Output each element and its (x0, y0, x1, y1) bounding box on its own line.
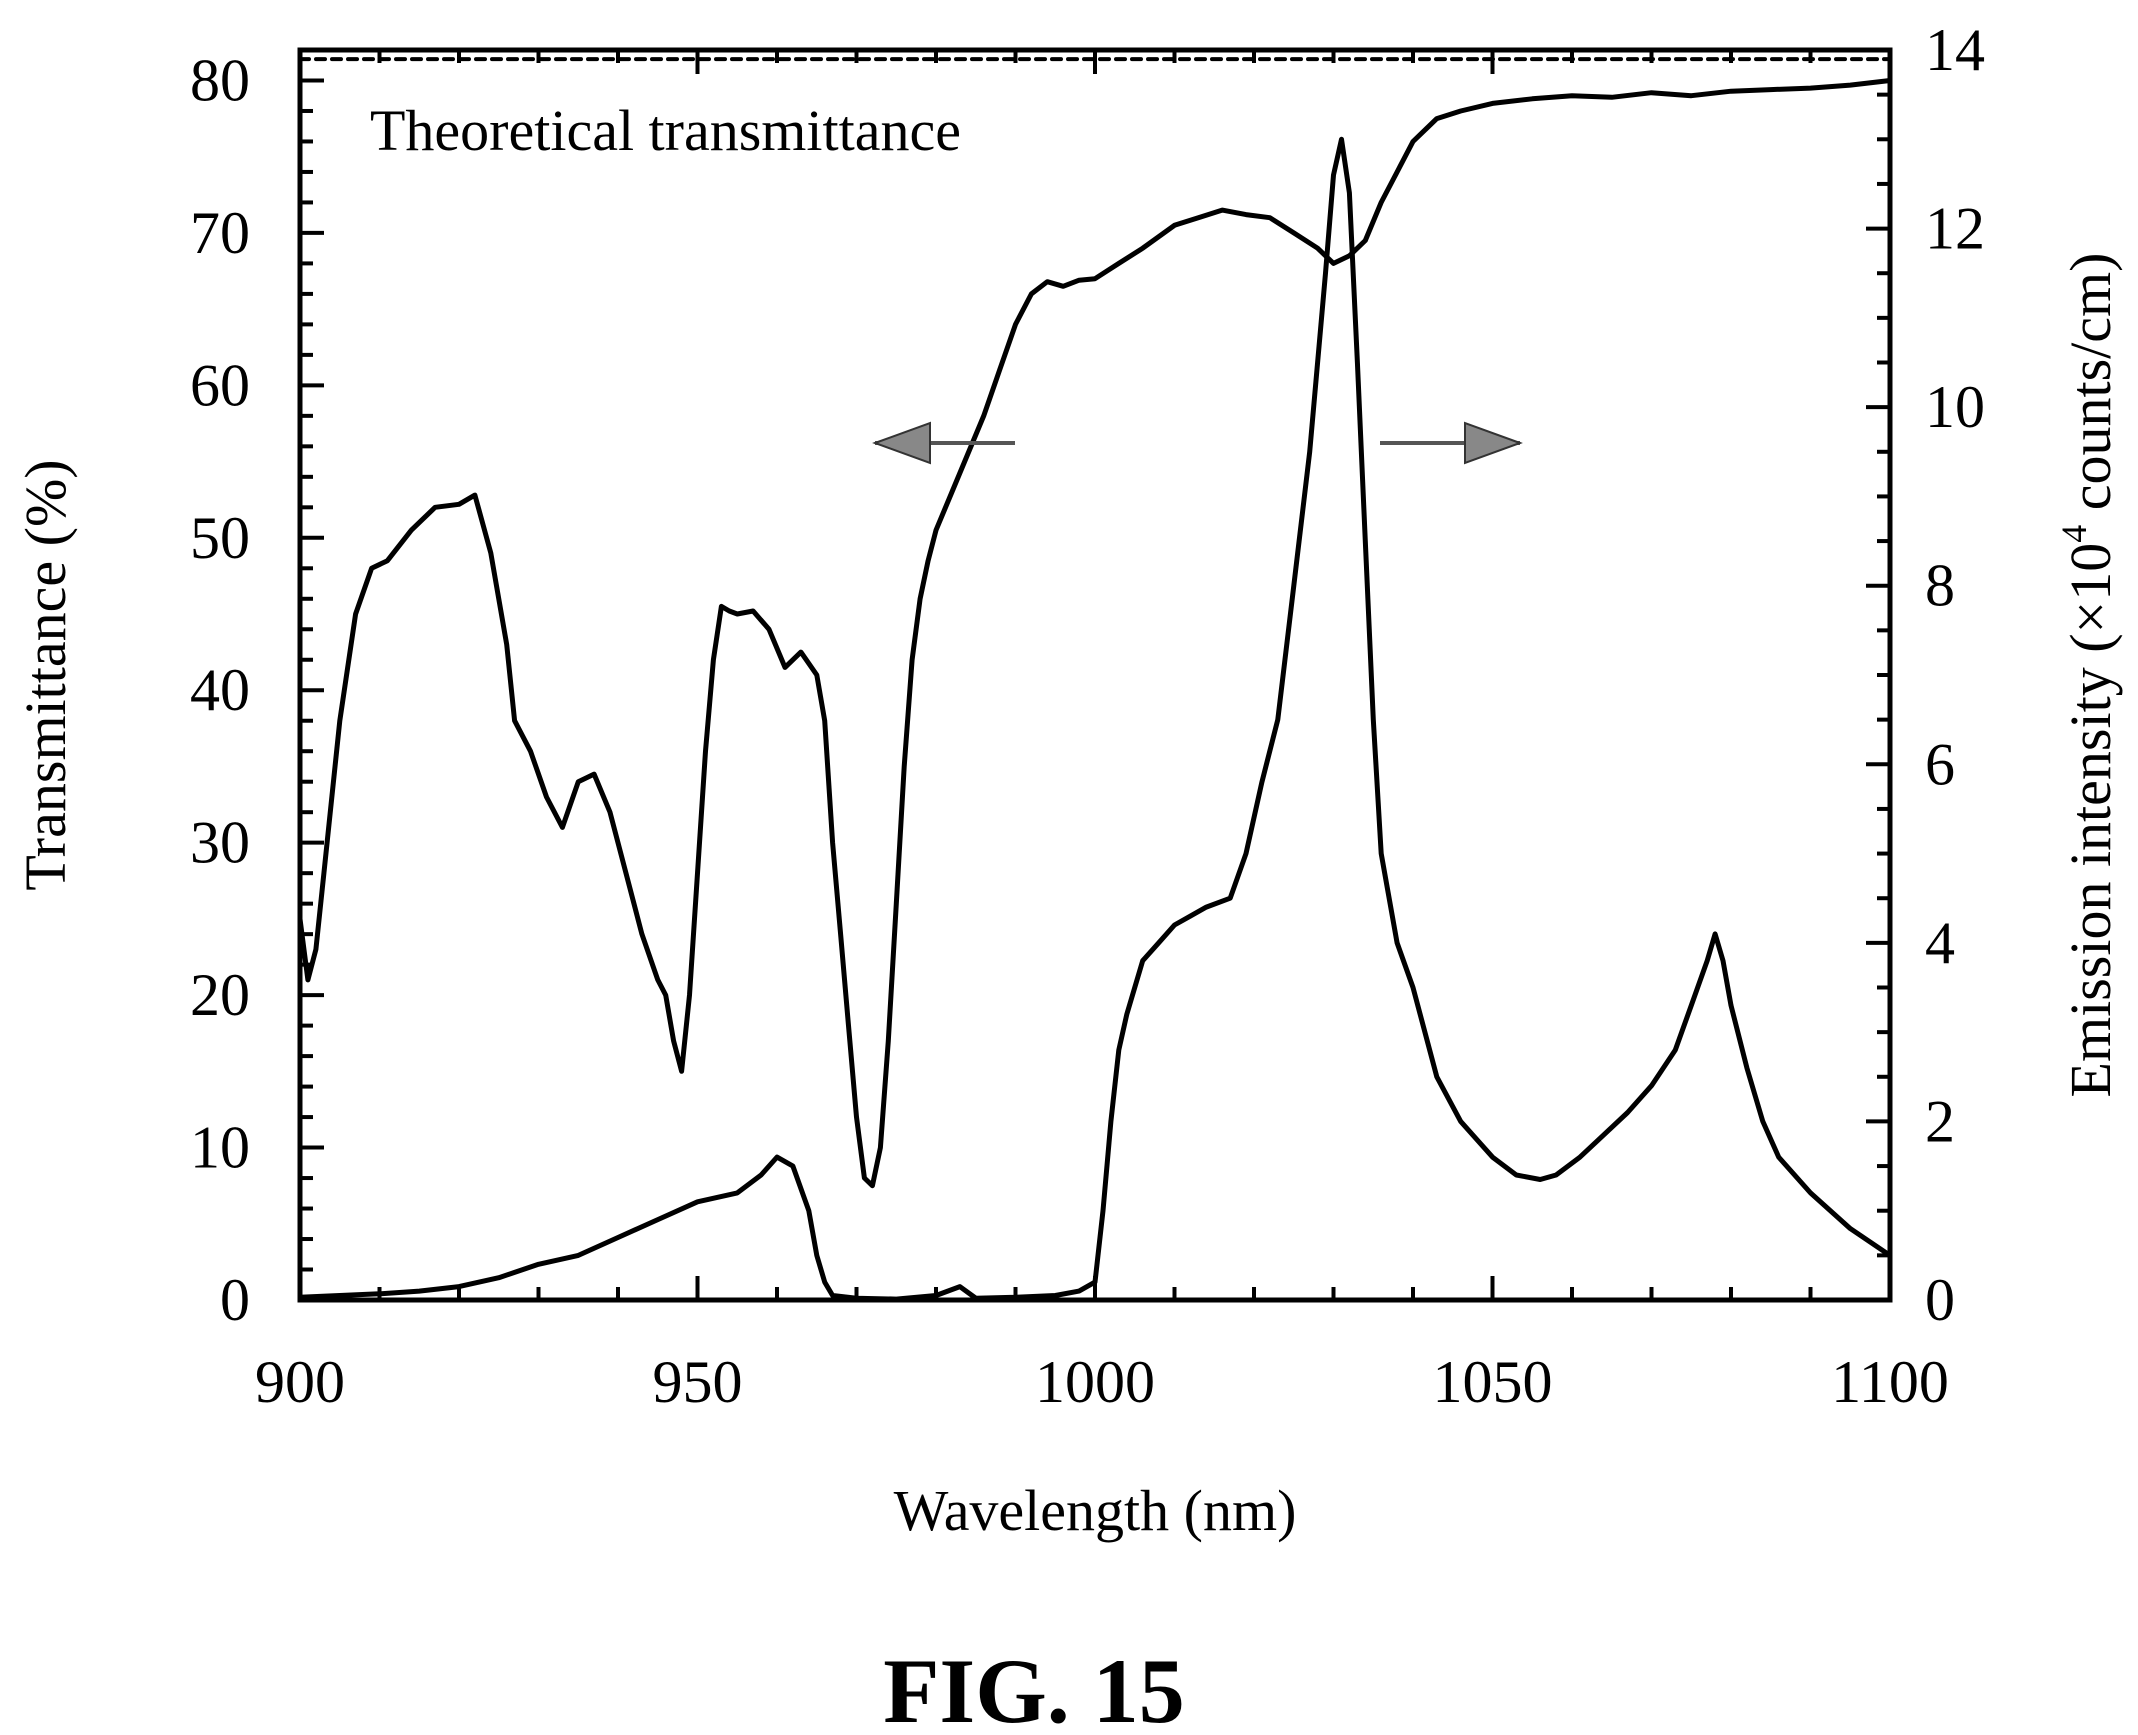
y-left-tick-label: 50 (190, 505, 250, 571)
x-tick-label: 1100 (1831, 1349, 1949, 1415)
y-left-tick-label: 0 (220, 1267, 250, 1333)
y-right-tick-label: 10 (1925, 374, 1985, 440)
left-axis-arrow-head (872, 421, 931, 465)
y-left-tick-label: 10 (190, 1115, 250, 1181)
y-right-title-main: Emission intensity (×10 (2058, 543, 2123, 1098)
x-tick-label: 1000 (1035, 1349, 1155, 1415)
emission-intensity-curve (297, 136, 1893, 1302)
y-left-tick-label: 60 (190, 352, 250, 418)
y-right-tick-label: 4 (1925, 910, 1955, 976)
y-left-axis-title: Transmittance (%) (13, 459, 78, 890)
y-right-tick-label: 8 (1925, 553, 1955, 619)
figure-caption: FIG. 15 (883, 1640, 1185, 1735)
right-axis-arrow (1380, 421, 1523, 465)
y-right-tick-label: 2 (1925, 1088, 1955, 1154)
y-right-title-units: counts/cm) (2058, 253, 2123, 525)
transmittance-curve (297, 78, 1893, 1189)
y-right-tick-label: 14 (1925, 17, 1985, 83)
y-left-tick-label: 80 (190, 47, 250, 113)
y-right-tick-label: 6 (1925, 731, 1955, 797)
y-left-tick-label: 40 (190, 657, 250, 723)
y-right-tick-label: 12 (1925, 196, 1985, 262)
y-right-tick-label: 0 (1925, 1267, 1955, 1333)
y-left-tick-label: 70 (190, 200, 250, 266)
y-left-tick-label: 20 (190, 962, 250, 1028)
right-axis-arrow-head (1464, 421, 1523, 465)
x-tick-label: 950 (653, 1349, 743, 1415)
tick-marks (298, 48, 1892, 1302)
y-right-axis-title: Emission intensity (×104 counts/cm) (2054, 253, 2123, 1098)
arrow-layer (872, 421, 1523, 465)
y-right-title-superscript: 4 (2054, 525, 2094, 543)
left-axis-arrow (872, 421, 1015, 465)
tick-labels: 900 950 1000 1050 1100 0 10 20 30 40 50 60 70 80 0 2 4 6 8… (190, 17, 1985, 1415)
plot-frame (297, 47, 1893, 1303)
x-tick-label: 900 (255, 1349, 345, 1415)
x-tick-label: 1050 (1433, 1349, 1553, 1415)
x-axis-title: Wavelength (nm) (894, 1478, 1297, 1543)
y-left-tick-label: 30 (190, 810, 250, 876)
theoretical-transmittance-label: Theoretical transmittance (370, 98, 961, 163)
series-layer (297, 57, 1893, 1302)
